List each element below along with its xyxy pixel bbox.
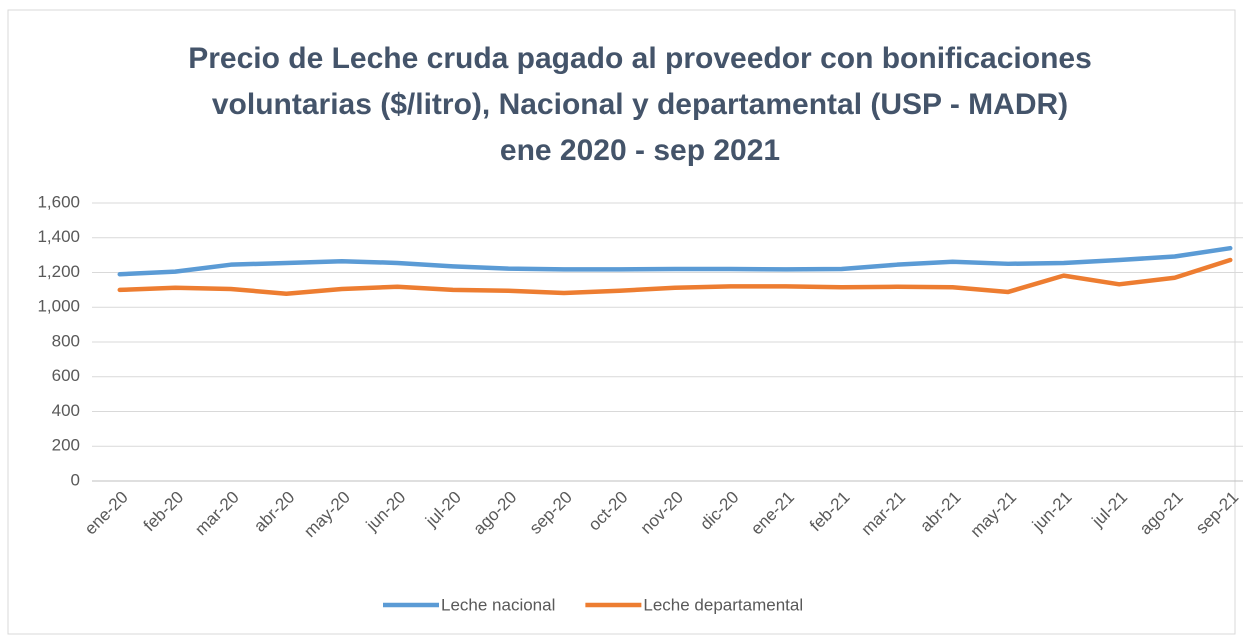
y-tick-label: 1,400 bbox=[37, 227, 80, 246]
y-tick-label: 200 bbox=[52, 436, 80, 455]
y-tick-label: 600 bbox=[52, 366, 80, 385]
y-tick-label: 1,000 bbox=[37, 297, 80, 316]
chart-title: ene 2020 - sep 2021 bbox=[500, 134, 780, 167]
y-tick-label: 800 bbox=[52, 331, 80, 350]
series-line bbox=[117, 257, 1233, 296]
y-tick-label: 400 bbox=[52, 401, 80, 420]
legend-label: Leche nacional bbox=[441, 595, 555, 614]
series-line bbox=[117, 245, 1233, 277]
y-tick-label: 1,200 bbox=[37, 262, 80, 281]
chart-title: Precio de Leche cruda pagado al proveedo… bbox=[188, 42, 1092, 75]
y-tick-label: 1,600 bbox=[37, 192, 80, 211]
chart-frame bbox=[7, 9, 1236, 635]
y-tick-label: 0 bbox=[71, 470, 80, 489]
chart-title: voluntarias ($/litro), Nacional y depart… bbox=[212, 88, 1068, 121]
legend-label: Leche departamental bbox=[643, 595, 803, 614]
